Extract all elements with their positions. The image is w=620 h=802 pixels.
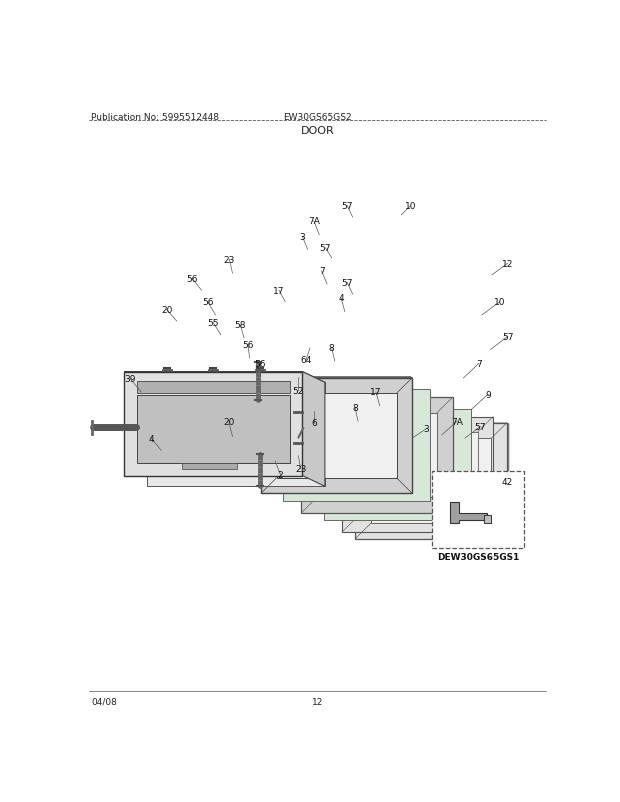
Text: EW30GS65GS2: EW30GS65GS2 — [283, 112, 352, 121]
Text: 57: 57 — [320, 244, 331, 253]
Polygon shape — [136, 395, 290, 464]
Text: DOOR: DOOR — [301, 125, 335, 136]
Polygon shape — [261, 379, 412, 494]
Bar — [433, 472, 524, 549]
Text: 17: 17 — [273, 286, 285, 295]
Text: 9: 9 — [485, 390, 491, 399]
Text: 7A: 7A — [308, 217, 320, 226]
Text: 10: 10 — [405, 202, 417, 211]
Polygon shape — [303, 372, 325, 487]
Polygon shape — [355, 423, 509, 424]
Text: 2: 2 — [278, 471, 283, 480]
Text: 20: 20 — [161, 306, 172, 314]
Text: 7A: 7A — [451, 417, 463, 426]
Polygon shape — [182, 464, 237, 469]
Text: 17: 17 — [370, 388, 382, 397]
Polygon shape — [259, 377, 412, 379]
Text: 4: 4 — [148, 434, 154, 443]
Polygon shape — [301, 398, 453, 513]
Text: 55: 55 — [207, 318, 219, 327]
Text: 23: 23 — [224, 256, 235, 265]
Text: 57: 57 — [342, 278, 353, 288]
Text: 3: 3 — [423, 425, 429, 434]
Text: 6: 6 — [311, 419, 317, 427]
Polygon shape — [277, 394, 397, 478]
Polygon shape — [410, 377, 412, 494]
Text: 4: 4 — [338, 294, 344, 303]
Polygon shape — [124, 372, 325, 383]
Text: 57: 57 — [342, 202, 353, 211]
Bar — [484, 516, 491, 523]
Polygon shape — [146, 383, 325, 487]
Polygon shape — [507, 423, 509, 540]
Polygon shape — [342, 417, 493, 533]
Text: 23: 23 — [295, 464, 306, 474]
Text: 20: 20 — [223, 417, 234, 426]
Text: Publication No: 5995512448: Publication No: 5995512448 — [92, 112, 219, 121]
Text: 7: 7 — [476, 359, 482, 368]
Text: 57: 57 — [502, 333, 513, 342]
Polygon shape — [283, 390, 430, 501]
Polygon shape — [355, 423, 507, 539]
Text: 52: 52 — [293, 387, 304, 395]
Text: 56: 56 — [202, 298, 213, 307]
Text: 42: 42 — [501, 478, 513, 487]
Text: 12: 12 — [502, 259, 513, 269]
Text: 12: 12 — [312, 697, 324, 706]
Polygon shape — [124, 372, 303, 476]
Polygon shape — [324, 409, 471, 520]
Text: 58: 58 — [234, 321, 246, 330]
Text: 8: 8 — [352, 403, 358, 412]
Text: 10: 10 — [494, 298, 506, 307]
Text: 8: 8 — [329, 344, 335, 353]
Text: 57: 57 — [475, 423, 486, 431]
Text: 56: 56 — [187, 275, 198, 284]
Text: 7: 7 — [319, 267, 324, 276]
Polygon shape — [136, 381, 290, 394]
Text: 64: 64 — [301, 355, 312, 365]
Text: 39: 39 — [125, 375, 136, 383]
Text: 56: 56 — [254, 359, 265, 368]
Text: 56: 56 — [242, 340, 254, 349]
Polygon shape — [371, 439, 491, 524]
Polygon shape — [450, 502, 487, 524]
Text: 3: 3 — [299, 233, 305, 241]
Polygon shape — [357, 432, 477, 517]
Text: 04/08: 04/08 — [92, 697, 117, 706]
Text: DEW30GS65GS1: DEW30GS65GS1 — [437, 553, 520, 561]
Polygon shape — [317, 413, 437, 498]
